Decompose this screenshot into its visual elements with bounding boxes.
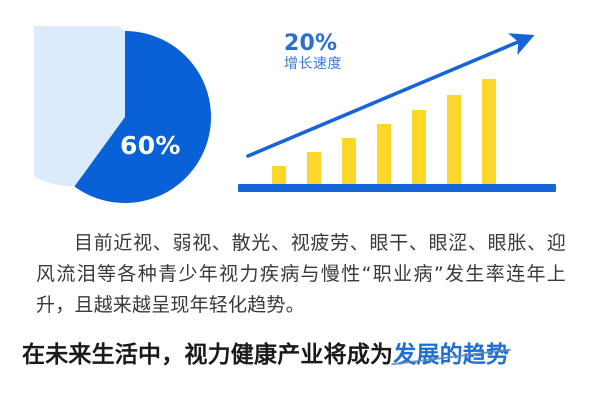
pie-slice-other (34, 26, 125, 187)
pie-chart-svg (34, 26, 212, 204)
growth-percent-label: 20% (284, 31, 338, 56)
headline: 在未来生活中，视力健康产业将成为发展的趋势 (22, 338, 588, 372)
body-paragraph: 目前近视、弱视、散光、视疲劳、眼干、眼涩、眼胀、迎风流泪等各种青少年视力疾病与慢… (36, 228, 566, 321)
growth-caption-label: 增长速度 (284, 56, 342, 73)
growth-callout: 20% 增长速度 (284, 32, 342, 72)
bar-7 (482, 79, 496, 184)
headline-emphasis-text: 发展的趋势 (393, 338, 509, 372)
body-paragraph-text: 目前近视、弱视、散光、视疲劳、眼干、眼涩、眼胀、迎风流泪等各种青少年视力疾病与慢… (36, 232, 566, 316)
headline-lead-text: 在未来生活中，视力健康产业将成为 (22, 342, 394, 368)
pie-slice-main (74, 31, 212, 204)
bar-chart (230, 22, 570, 202)
bar-series (272, 79, 496, 184)
bar-1 (272, 166, 286, 184)
bar-chart-baseline (238, 184, 556, 192)
bar-6 (447, 95, 461, 184)
bar-5 (412, 110, 426, 184)
growth-trend-arrow-icon (246, 33, 535, 158)
bar-chart-svg (238, 33, 556, 192)
charts-band: 60% (34, 22, 570, 208)
bar-2 (307, 152, 321, 184)
bar-4 (377, 124, 391, 184)
pie-chart: 60% (34, 26, 216, 208)
bar-3 (342, 138, 356, 184)
